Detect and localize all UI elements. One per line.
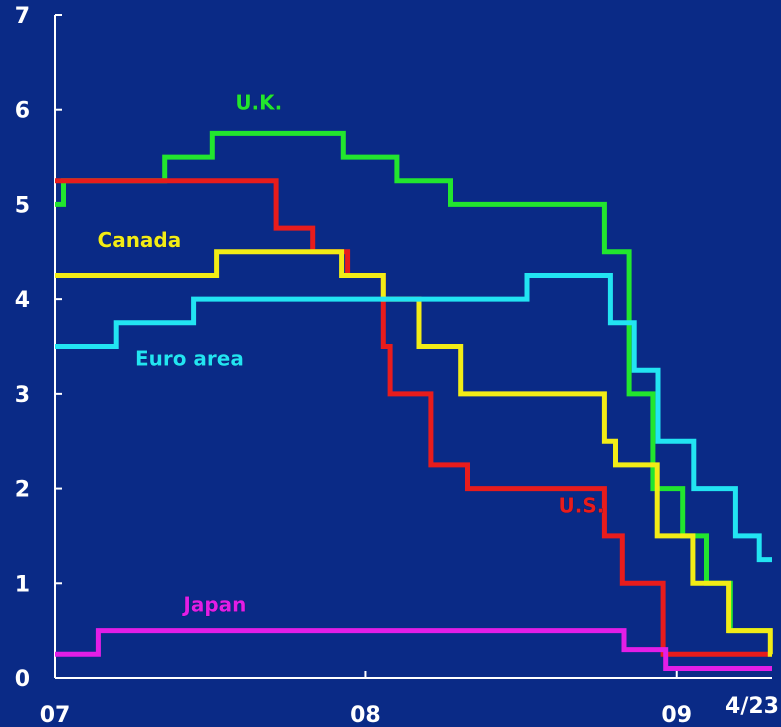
series-labels: U.K. Canada Euro area U.S. Japan [97,90,605,617]
y-tick-label: 4 [15,288,30,313]
series-label-u-s-: U.S. [559,493,605,517]
y-tick-label: 2 [15,478,30,503]
series-line-euro-area [55,273,772,563]
series-line-u-k- [55,130,772,634]
series-line-u-s- [55,178,772,657]
y-tick-label: 3 [15,383,30,408]
y-tick-label: 6 [15,99,30,124]
series-label-japan: Japan [181,593,246,617]
x-tick-label: 09 [661,703,692,727]
series-line-japan [55,628,772,671]
series-label-canada: Canada [98,228,182,252]
y-tick-label: 0 [15,667,30,692]
y-tick-label: 5 [15,193,30,218]
series-lines [55,130,773,671]
y-tick-label: 7 [15,4,30,29]
x-tick-label: 08 [350,703,381,727]
y-tick-label: 1 [15,572,30,597]
x-axis-ticks: 07 08 09 4/23 [40,671,779,727]
series-label-euro-area: Euro area [135,346,244,370]
x-tick-label: 4/23 [725,694,779,719]
series-label-u-k-: U.K. [235,91,282,115]
series-line-canada [55,249,773,657]
y-axis-ticks: 0 1 2 3 4 5 6 7 [15,4,62,692]
x-tick-label: 07 [40,703,71,727]
